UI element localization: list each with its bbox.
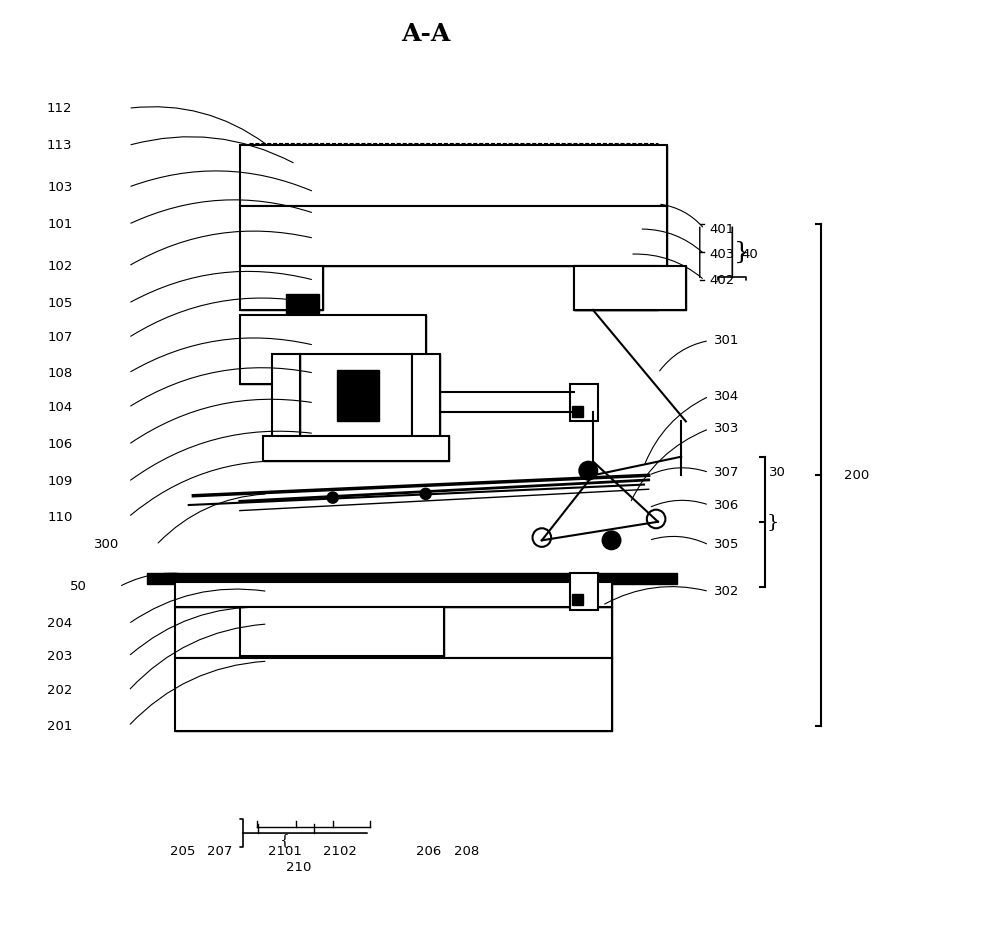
Text: 210: 210 <box>286 861 312 874</box>
Text: 106: 106 <box>47 438 73 451</box>
Text: 110: 110 <box>47 511 73 524</box>
Text: 205: 205 <box>170 845 196 858</box>
Text: 306: 306 <box>714 499 739 512</box>
Bar <box>272 354 300 438</box>
Text: 2102: 2102 <box>323 845 357 858</box>
Text: 112: 112 <box>47 102 73 115</box>
Bar <box>300 354 412 438</box>
Text: 2101: 2101 <box>268 845 302 858</box>
Bar <box>412 354 440 438</box>
Bar <box>570 384 598 421</box>
Bar <box>240 145 667 206</box>
Bar <box>272 354 300 438</box>
Bar <box>175 658 612 731</box>
Bar <box>240 206 667 267</box>
Text: 201: 201 <box>47 720 73 733</box>
Text: 403: 403 <box>709 248 734 261</box>
Bar <box>240 314 426 384</box>
Bar <box>240 145 667 206</box>
Text: 102: 102 <box>47 260 73 273</box>
Bar <box>175 608 612 658</box>
Text: 101: 101 <box>47 218 73 231</box>
Text: 203: 203 <box>47 650 73 663</box>
Bar <box>175 582 612 608</box>
Bar <box>240 608 444 656</box>
Bar <box>574 267 686 310</box>
Text: A-A: A-A <box>401 22 450 46</box>
Bar <box>574 267 686 310</box>
Text: 200: 200 <box>844 469 869 482</box>
Bar <box>240 314 426 384</box>
Bar <box>574 267 658 310</box>
Text: 202: 202 <box>47 684 73 697</box>
Bar <box>175 658 612 731</box>
Text: 305: 305 <box>714 539 739 552</box>
Text: }: } <box>767 513 779 530</box>
Text: 206: 206 <box>416 845 442 858</box>
Bar <box>147 573 677 584</box>
Text: 300: 300 <box>94 539 119 552</box>
Circle shape <box>327 492 338 503</box>
Text: 401: 401 <box>709 223 734 236</box>
Bar <box>572 405 583 417</box>
Text: 107: 107 <box>47 331 73 344</box>
Text: 207: 207 <box>207 845 233 858</box>
Text: 402: 402 <box>709 274 734 287</box>
Bar <box>240 267 323 310</box>
Bar <box>175 608 612 658</box>
Bar <box>574 267 658 310</box>
Bar <box>175 582 612 608</box>
Text: 204: 204 <box>47 618 73 630</box>
Text: 30: 30 <box>769 466 786 479</box>
Text: 307: 307 <box>714 466 739 479</box>
Text: }: } <box>734 240 750 264</box>
Bar <box>412 354 440 438</box>
Text: 105: 105 <box>47 297 73 309</box>
Text: {: { <box>280 833 289 847</box>
Text: 304: 304 <box>714 390 739 403</box>
Text: 40: 40 <box>742 248 758 261</box>
Text: 50: 50 <box>70 581 86 594</box>
Text: 104: 104 <box>47 401 73 414</box>
Bar <box>286 295 319 326</box>
Bar <box>240 267 323 310</box>
Circle shape <box>579 461 598 480</box>
Text: 113: 113 <box>47 139 73 152</box>
Bar <box>240 206 667 267</box>
Bar <box>570 573 598 610</box>
Bar <box>337 370 379 421</box>
Circle shape <box>420 488 431 500</box>
Text: 303: 303 <box>714 422 739 435</box>
Bar <box>572 595 583 606</box>
Bar <box>240 608 444 656</box>
Circle shape <box>602 531 621 550</box>
Text: 302: 302 <box>714 585 739 598</box>
Bar <box>263 436 449 461</box>
Bar <box>263 436 449 461</box>
Text: 208: 208 <box>454 845 479 858</box>
Text: 108: 108 <box>47 366 73 379</box>
Text: 301: 301 <box>714 334 739 347</box>
Text: 103: 103 <box>47 181 73 194</box>
Bar <box>300 354 412 438</box>
Text: 109: 109 <box>47 475 73 488</box>
